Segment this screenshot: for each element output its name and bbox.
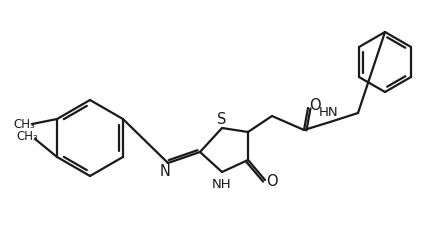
Text: N: N: [160, 165, 170, 180]
Text: HN: HN: [319, 106, 339, 119]
Text: S: S: [217, 113, 227, 127]
Text: CH₃: CH₃: [13, 118, 35, 130]
Text: CH₃: CH₃: [16, 129, 38, 142]
Text: O: O: [266, 174, 278, 189]
Text: NH: NH: [212, 178, 232, 190]
Text: O: O: [309, 99, 321, 114]
